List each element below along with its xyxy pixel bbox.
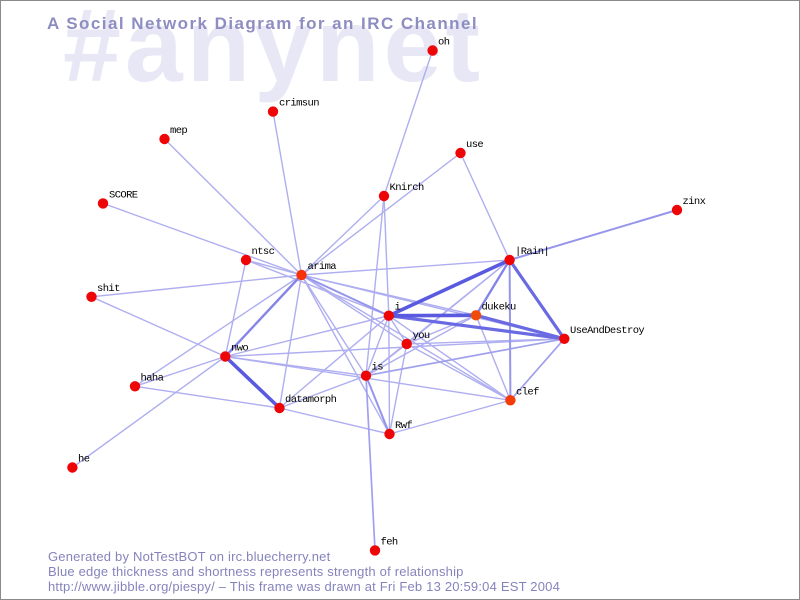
svg-text:feh: feh — [381, 536, 398, 548]
svg-text:#anynet: #anynet — [63, 0, 484, 104]
svg-text:nwo: nwo — [231, 343, 248, 355]
svg-text:Knirch: Knirch — [390, 182, 425, 194]
svg-text:zinx: zinx — [683, 196, 706, 208]
svg-text:UseAndDestroy: UseAndDestroy — [570, 325, 644, 337]
svg-text:use: use — [466, 139, 483, 151]
svg-text:A Social Network Diagram for a: A Social Network Diagram for an IRC Chan… — [47, 14, 478, 33]
svg-text:i: i — [395, 302, 401, 314]
svg-text:arima: arima — [308, 261, 337, 273]
svg-text:you: you — [413, 330, 430, 342]
svg-text:is: is — [372, 362, 384, 374]
svg-text:http://www.jibble.org/piespy/: http://www.jibble.org/piespy/ – This fra… — [48, 579, 560, 594]
svg-text:mep: mep — [170, 125, 187, 137]
svg-text:Generated by NotTestBOT on irc: Generated by NotTestBOT on irc.bluecherr… — [48, 549, 331, 564]
svg-text:shit: shit — [97, 283, 120, 295]
svg-text:Rwf: Rwf — [395, 420, 412, 432]
svg-text:|Rain|: |Rain| — [515, 246, 549, 258]
svg-text:datamorph: datamorph — [285, 394, 337, 406]
svg-text:crimsun: crimsun — [279, 98, 319, 110]
svg-text:oh: oh — [438, 37, 450, 49]
svg-text:ntsc: ntsc — [252, 246, 275, 258]
svg-text:clef: clef — [516, 386, 539, 398]
svg-text:he: he — [78, 454, 90, 466]
svg-text:Blue edge thickness and shortn: Blue edge thickness and shortness repres… — [48, 564, 464, 579]
svg-text:haha: haha — [141, 372, 164, 384]
svg-text:dukeku: dukeku — [482, 301, 517, 313]
svg-text:SCORE: SCORE — [109, 189, 138, 201]
